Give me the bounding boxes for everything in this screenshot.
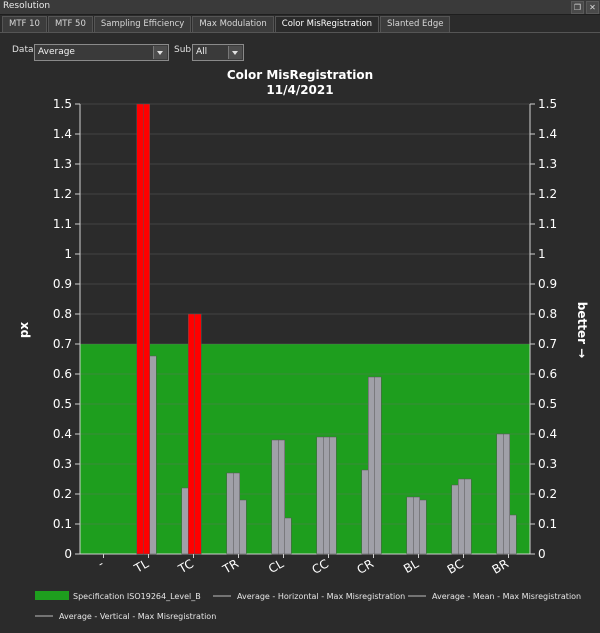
bar bbox=[503, 433, 510, 555]
tab-mtf-50[interactable]: MTF 50 bbox=[47, 16, 93, 32]
bar bbox=[271, 439, 279, 555]
y-tick-label-right: 0 bbox=[538, 547, 546, 561]
y-tick-label: 0.3 bbox=[53, 457, 72, 471]
bar bbox=[451, 484, 459, 555]
y-tick-label: 0.4 bbox=[53, 427, 72, 441]
bar bbox=[278, 439, 285, 555]
y-tick-label-right: 1.5 bbox=[538, 97, 557, 111]
tab-color-misregistration[interactable]: Color MisRegistration bbox=[274, 16, 380, 33]
sub-select-value: All bbox=[196, 47, 208, 57]
bar bbox=[143, 103, 150, 555]
y-tick-label: 1 bbox=[64, 247, 72, 261]
restore-icon[interactable]: ❐ bbox=[571, 1, 584, 14]
tab-bar: MTF 10 MTF 50 Sampling Efficiency Max Mo… bbox=[2, 16, 451, 33]
y-tick-label-right: 0.6 bbox=[538, 367, 557, 381]
y-tick-label-right: 0.1 bbox=[538, 517, 557, 531]
sub-label: Sub bbox=[174, 45, 192, 55]
bar bbox=[149, 355, 157, 555]
bar bbox=[188, 313, 195, 555]
window-titlebar: Resolution ❐ ✕ bbox=[0, 0, 600, 15]
tab-divider bbox=[0, 32, 600, 33]
y-tick-label-right: 1.2 bbox=[538, 187, 557, 201]
x-tick-label: BC bbox=[445, 556, 466, 576]
data-select-value: Average bbox=[38, 47, 75, 57]
y-tick-label-right: 1.4 bbox=[538, 127, 557, 141]
y-tick-label: 0.7 bbox=[53, 337, 72, 351]
bar bbox=[509, 514, 517, 555]
legend-label: Average - Horizontal - Max Misregistrati… bbox=[237, 592, 405, 601]
bar bbox=[284, 517, 292, 555]
tab-sampling-efficiency[interactable]: Sampling Efficiency bbox=[93, 16, 192, 32]
y-tick-label: 1.1 bbox=[53, 217, 72, 231]
bar bbox=[464, 478, 472, 555]
bar bbox=[406, 496, 414, 555]
y-tick-label: 1.4 bbox=[53, 127, 72, 141]
y-tick-label: 0 bbox=[64, 547, 72, 561]
bar bbox=[194, 313, 202, 555]
y-tick-label: 1.3 bbox=[53, 157, 72, 171]
legend-swatch bbox=[35, 591, 69, 600]
y-tick-label-right: 0.3 bbox=[538, 457, 557, 471]
x-tick-label: TC bbox=[175, 556, 196, 576]
bar bbox=[239, 499, 247, 555]
bar bbox=[458, 478, 465, 555]
x-tick-label: BL bbox=[401, 556, 421, 576]
y-tick-label: 1.5 bbox=[53, 97, 72, 111]
bar bbox=[329, 436, 337, 555]
data-select[interactable]: Average bbox=[34, 44, 169, 61]
window-title: Resolution bbox=[3, 1, 51, 11]
bar bbox=[181, 487, 189, 555]
bar bbox=[316, 436, 324, 555]
y-tick-label: 0.1 bbox=[53, 517, 72, 531]
bar bbox=[361, 469, 369, 555]
y-tick-label: 0.8 bbox=[53, 307, 72, 321]
y-axis-label-right: better → bbox=[575, 302, 589, 359]
tab-max-modulation[interactable]: Max Modulation bbox=[192, 16, 274, 32]
x-tick-label: - bbox=[95, 556, 106, 570]
legend-label: Specification ISO19264_Level_B bbox=[73, 592, 201, 601]
chevron-down-icon[interactable] bbox=[153, 46, 167, 59]
y-tick-label: 0.2 bbox=[53, 487, 72, 501]
bar bbox=[226, 472, 234, 555]
y-tick-label: 0.6 bbox=[53, 367, 72, 381]
y-tick-label-right: 0.9 bbox=[538, 277, 557, 291]
y-tick-label-right: 0.2 bbox=[538, 487, 557, 501]
close-icon[interactable]: ✕ bbox=[586, 1, 599, 14]
tab-mtf-10[interactable]: MTF 10 bbox=[2, 16, 47, 32]
legend-label: Average - Vertical - Max Misregistration bbox=[59, 612, 216, 621]
y-tick-label-right: 0.7 bbox=[538, 337, 557, 351]
bar bbox=[136, 103, 144, 555]
legend-label: Average - Mean - Max Misregistration bbox=[432, 592, 581, 601]
x-tick-label: TL bbox=[131, 556, 151, 576]
bar bbox=[374, 376, 382, 555]
y-tick-label-right: 0.8 bbox=[538, 307, 557, 321]
y-tick-label-right: 0.4 bbox=[538, 427, 557, 441]
y-tick-label: 0.5 bbox=[53, 397, 72, 411]
data-label: Data bbox=[12, 45, 34, 55]
bar bbox=[233, 472, 240, 555]
sub-select[interactable]: All bbox=[192, 44, 244, 61]
bar bbox=[323, 436, 330, 555]
y-tick-label-right: 0.5 bbox=[538, 397, 557, 411]
x-tick-label: CC bbox=[309, 556, 331, 577]
x-tick-label: BR bbox=[490, 556, 511, 576]
bar bbox=[368, 376, 375, 555]
chevron-down-icon[interactable] bbox=[228, 46, 242, 59]
tab-slanted-edge[interactable]: Slanted Edge bbox=[380, 16, 451, 32]
bar bbox=[419, 499, 427, 555]
y-tick-label-right: 1.1 bbox=[538, 217, 557, 231]
chart-subtitle: 11/4/2021 bbox=[266, 83, 333, 97]
bar bbox=[413, 496, 420, 555]
chart-title: Color MisRegistration bbox=[227, 68, 373, 82]
y-tick-label: 1.2 bbox=[53, 187, 72, 201]
bar bbox=[496, 433, 504, 555]
x-tick-label: TR bbox=[220, 556, 241, 576]
x-tick-label: CR bbox=[355, 556, 376, 576]
y-axis-label: px bbox=[17, 322, 31, 339]
x-tick-label: CL bbox=[266, 556, 286, 576]
y-tick-label-right: 1 bbox=[538, 247, 546, 261]
y-tick-label-right: 1.3 bbox=[538, 157, 557, 171]
y-tick-label: 0.9 bbox=[53, 277, 72, 291]
